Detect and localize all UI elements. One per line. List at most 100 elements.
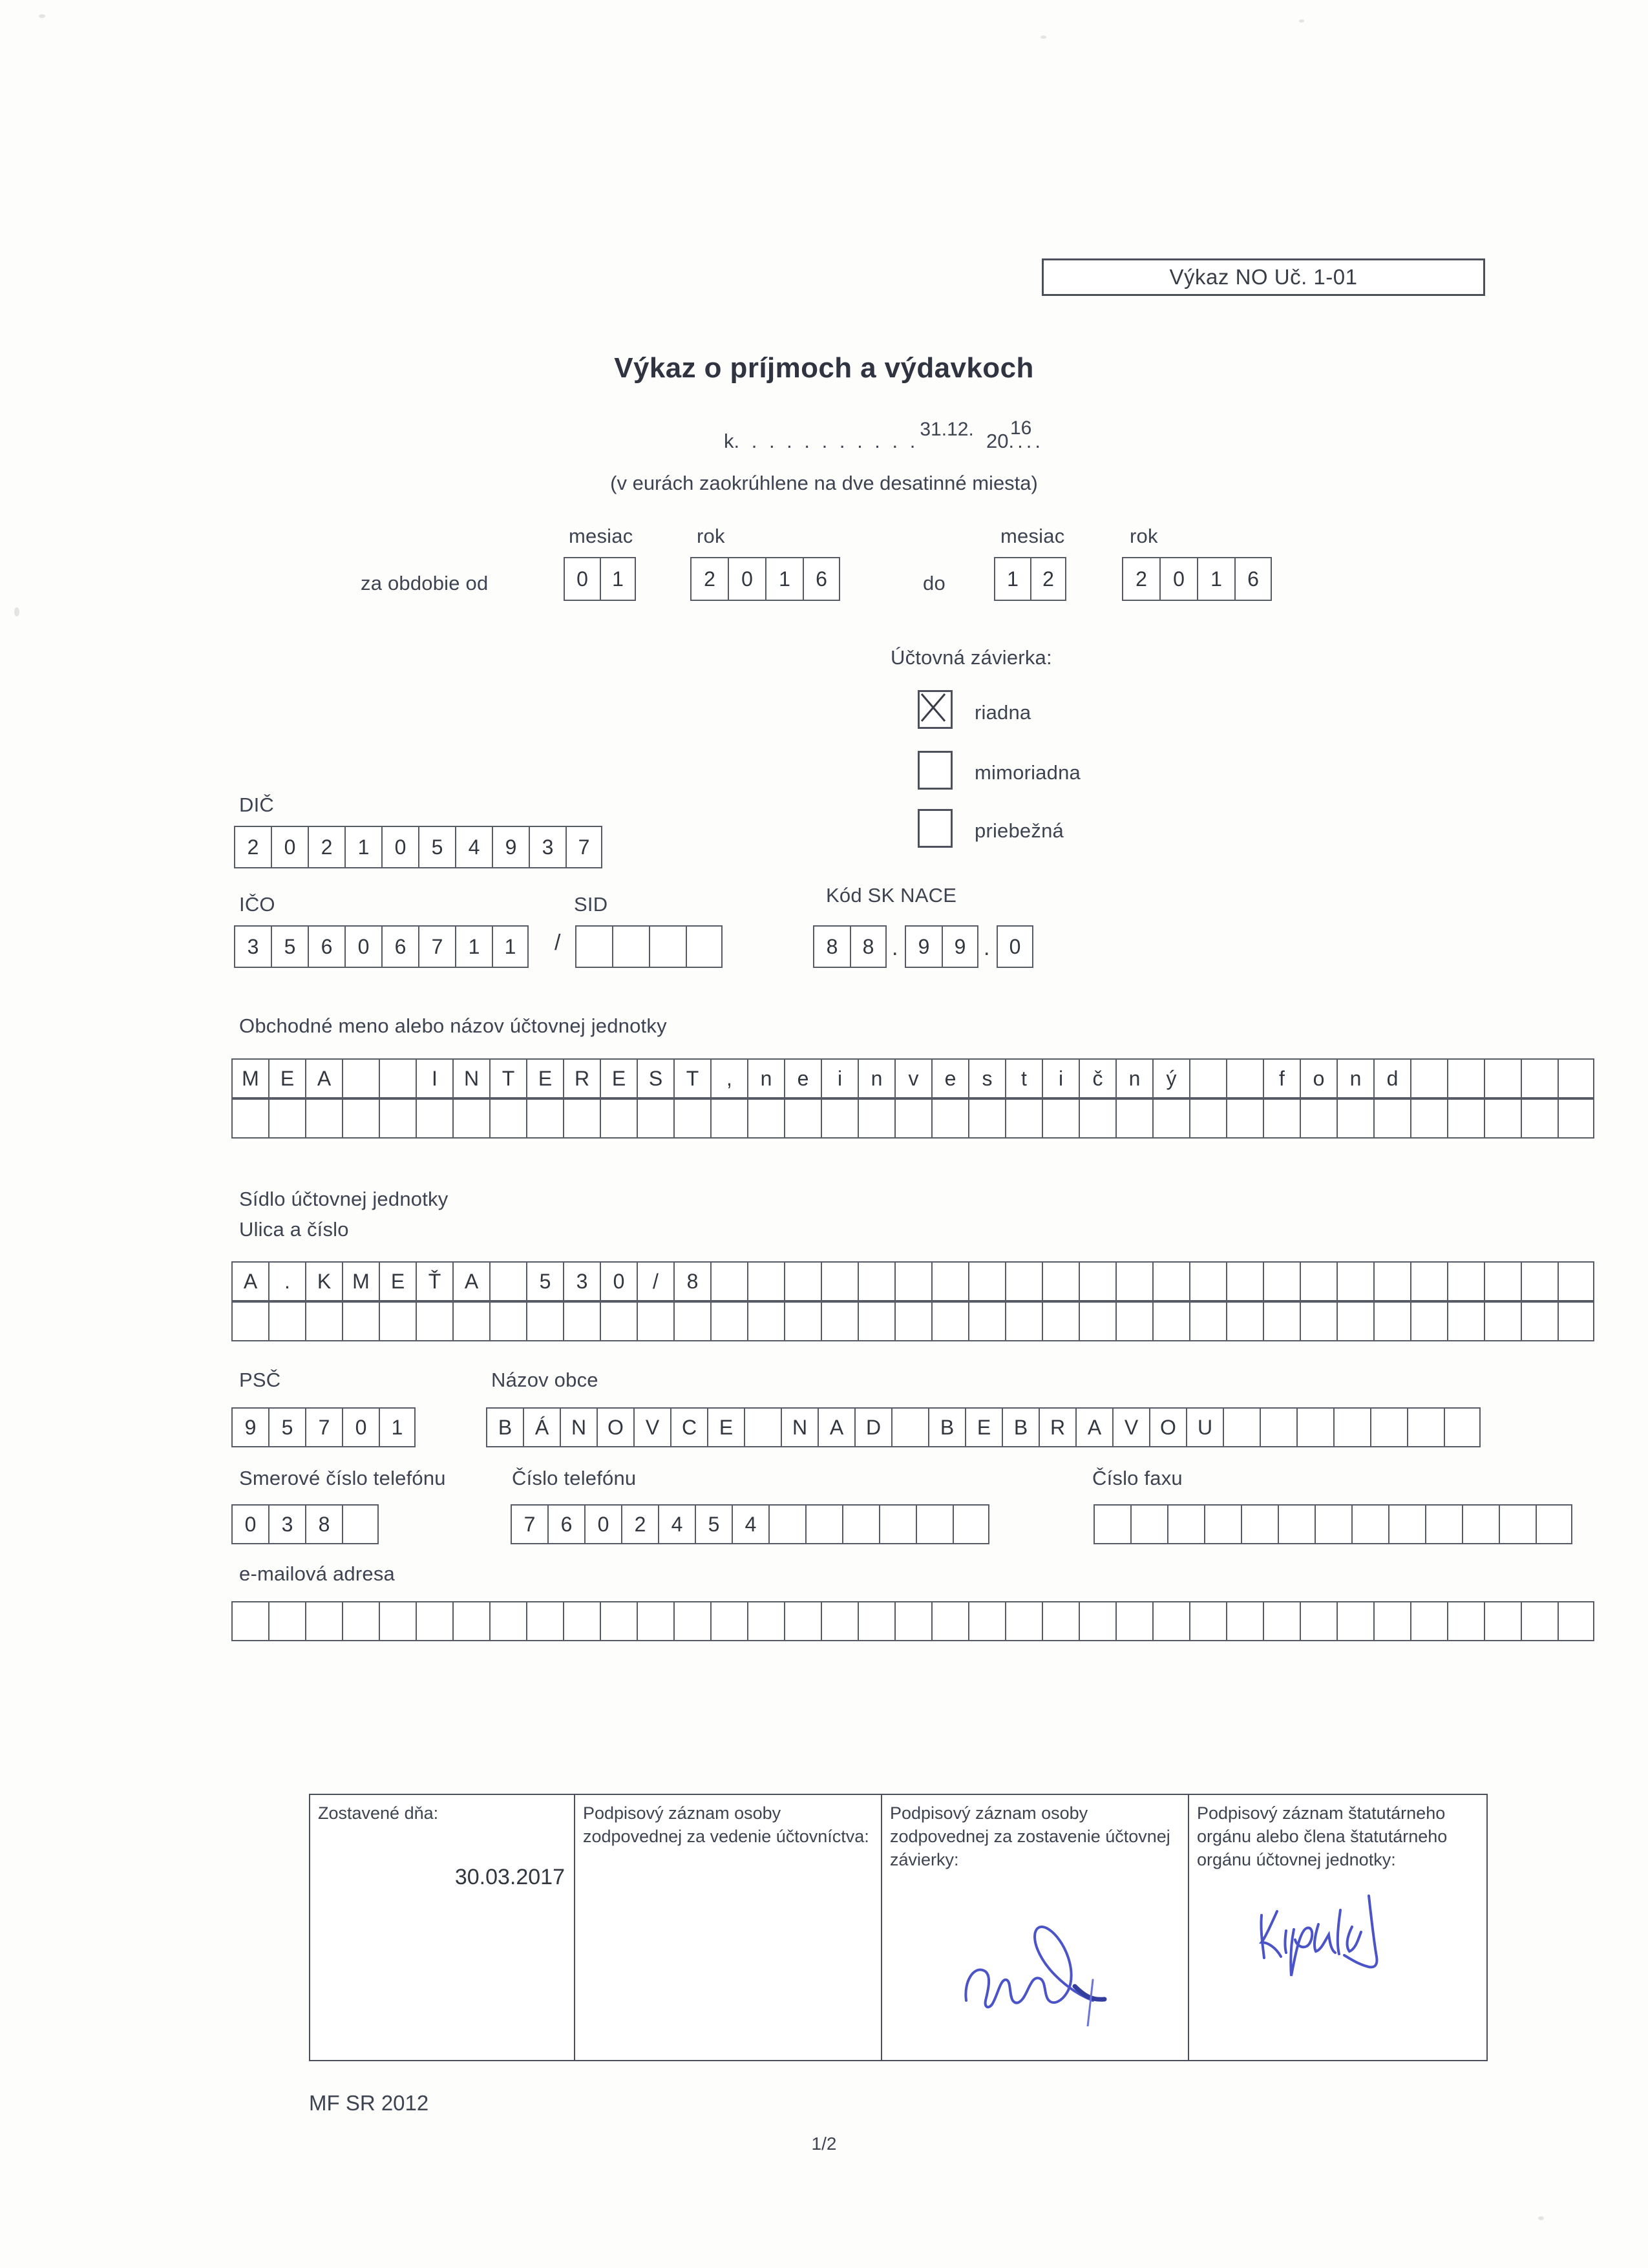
char-cell[interactable] [1484,1601,1521,1641]
char-cell[interactable] [1536,1504,1572,1544]
char-cell[interactable] [710,1301,747,1341]
char-cell[interactable]: 3 [268,1504,305,1544]
char-cell[interactable] [600,1301,637,1341]
char-cell[interactable]: . [268,1261,305,1301]
char-cell[interactable] [1447,1098,1484,1139]
char-cell[interactable]: V [633,1407,670,1447]
char-cell[interactable]: v [894,1058,931,1098]
char-cell[interactable]: N [560,1407,597,1447]
char-cell[interactable] [858,1301,894,1341]
char-cell[interactable]: A [818,1407,854,1447]
char-cell[interactable] [1152,1098,1189,1139]
char-cell[interactable]: 8 [305,1504,342,1544]
char-cell[interactable]: 2 [690,557,728,601]
char-cell[interactable] [1223,1407,1260,1447]
char-cell[interactable] [452,1601,489,1641]
char-cell[interactable]: 6 [1234,557,1272,601]
char-cell[interactable]: 6 [308,925,344,968]
char-cell[interactable]: o [1300,1058,1336,1098]
char-cell[interactable]: 1 [492,925,529,968]
char-cell[interactable] [744,1407,781,1447]
char-cell[interactable]: E [268,1058,305,1098]
char-cell[interactable] [1499,1504,1536,1544]
char-cell[interactable] [1407,1407,1444,1447]
char-cell[interactable] [1263,1301,1300,1341]
char-cell[interactable] [686,925,723,968]
char-cell[interactable]: V [1112,1407,1149,1447]
char-cell[interactable] [1079,1601,1115,1641]
char-cell[interactable]: n [858,1058,894,1098]
char-cell[interactable]: 0 [344,925,381,968]
char-cell[interactable] [1300,1098,1336,1139]
char-cell[interactable] [1410,1601,1447,1641]
char-cell[interactable]: 4 [455,826,492,868]
char-cell[interactable] [342,1504,379,1544]
char-cell[interactable]: 2 [1122,557,1159,601]
char-cell[interactable] [784,1601,821,1641]
entity-name-row-2[interactable] [231,1098,1594,1139]
char-cell[interactable] [1042,1261,1079,1301]
char-cell[interactable] [526,1301,563,1341]
char-cell[interactable]: e [931,1058,968,1098]
char-cell[interactable]: N [452,1058,489,1098]
char-cell[interactable]: 0 [381,826,418,868]
char-cell[interactable]: 1 [600,557,636,601]
char-cell[interactable]: 3 [529,826,565,868]
char-cell[interactable]: 2 [308,826,344,868]
char-cell[interactable]: t [1005,1058,1042,1098]
char-cell[interactable] [1484,1301,1521,1341]
char-cell[interactable] [968,1301,1005,1341]
char-cell[interactable] [1336,1098,1373,1139]
char-cell[interactable] [1189,1098,1226,1139]
char-cell[interactable] [1373,1301,1410,1341]
char-cell[interactable]: i [1042,1058,1079,1098]
char-cell[interactable] [1189,1301,1226,1341]
char-cell[interactable] [1226,1261,1263,1301]
char-cell[interactable]: 6 [547,1504,584,1544]
char-cell[interactable]: 5 [268,1407,305,1447]
char-cell[interactable] [1410,1261,1447,1301]
signature-cell-statutory[interactable]: Podpisový záznam štatutárneho orgánu ale… [1189,1795,1485,2060]
char-cell[interactable] [710,1098,747,1139]
char-cell[interactable] [231,1098,268,1139]
char-cell[interactable] [305,1301,342,1341]
char-cell[interactable] [305,1601,342,1641]
char-cell[interactable] [784,1098,821,1139]
char-cell[interactable]: E [379,1261,416,1301]
signature-cell-closing[interactable]: Podpisový záznam osoby zodpovednej za zo… [882,1795,1189,2060]
char-cell[interactable] [1521,1261,1558,1301]
char-cell[interactable]: C [670,1407,707,1447]
char-cell[interactable]: 9 [492,826,529,868]
char-cell[interactable] [1079,1261,1115,1301]
char-cell[interactable] [1410,1301,1447,1341]
char-cell[interactable] [1226,1301,1263,1341]
char-cell[interactable] [821,1301,858,1341]
char-cell[interactable]: 1 [344,826,381,868]
char-cell[interactable]: / [637,1261,673,1301]
char-cell[interactable] [342,1058,379,1098]
char-cell[interactable] [1373,1098,1410,1139]
char-cell[interactable]: ý [1152,1058,1189,1098]
char-cell[interactable]: 0 [584,1504,621,1544]
char-cell[interactable]: Á [523,1407,560,1447]
char-cell[interactable] [575,925,612,968]
char-cell[interactable]: 2 [621,1504,658,1544]
char-cell[interactable] [747,1301,784,1341]
fax-grid[interactable] [1093,1504,1572,1544]
char-cell[interactable] [747,1098,784,1139]
char-cell[interactable] [268,1601,305,1641]
char-cell[interactable] [563,1301,600,1341]
char-cell[interactable] [342,1301,379,1341]
char-cell[interactable] [1388,1504,1425,1544]
char-cell[interactable]: 8 [813,925,850,968]
char-cell[interactable] [1447,1601,1484,1641]
char-cell[interactable]: 6 [381,925,418,968]
char-cell[interactable] [489,1098,526,1139]
char-cell[interactable] [894,1601,931,1641]
char-cell[interactable]: 0 [600,1261,637,1301]
char-cell[interactable] [1558,1301,1594,1341]
char-cell[interactable]: R [1039,1407,1075,1447]
